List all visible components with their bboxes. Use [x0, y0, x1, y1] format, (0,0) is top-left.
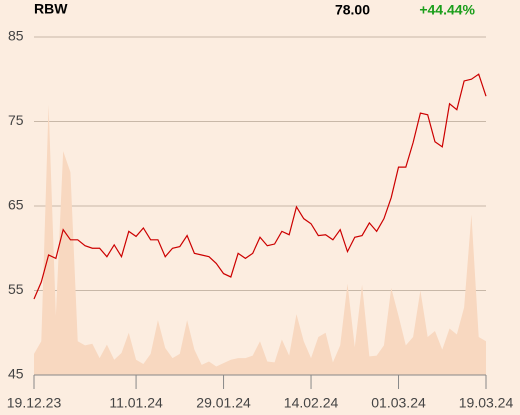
y-tick-label: 55 [8, 281, 24, 297]
last-value: 78.00 [335, 2, 370, 18]
volume-area [34, 104, 486, 375]
y-tick-label: 65 [8, 197, 24, 213]
x-tick-label: 29.01.24 [196, 395, 251, 411]
y-tick-label: 85 [8, 28, 24, 44]
y-tick-label: 45 [8, 366, 24, 382]
y-tick-label: 75 [8, 112, 24, 128]
x-tick-label: 19.03.24 [459, 395, 514, 411]
x-tick-label: 11.01.24 [109, 395, 163, 411]
chart-title: RBW [34, 1, 68, 17]
change: +44.44% [419, 2, 475, 18]
x-tick-label: 01.03.24 [371, 395, 426, 411]
price-line [33, 73, 487, 300]
x-tick-label: 19.12.23 [7, 395, 62, 411]
x-tick-label: 14.02.24 [284, 395, 339, 411]
